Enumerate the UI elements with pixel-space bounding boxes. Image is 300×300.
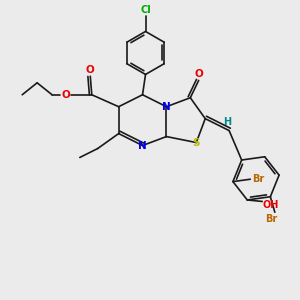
Text: N: N xyxy=(162,102,171,112)
Text: O: O xyxy=(86,65,95,75)
Text: Br: Br xyxy=(265,214,278,224)
Text: Cl: Cl xyxy=(140,5,151,15)
Text: O: O xyxy=(194,70,203,80)
Text: H: H xyxy=(224,117,232,127)
Text: S: S xyxy=(193,137,200,148)
Text: N: N xyxy=(138,140,147,151)
Text: O: O xyxy=(61,90,70,100)
Text: OH: OH xyxy=(262,200,278,210)
Text: Br: Br xyxy=(253,174,265,184)
